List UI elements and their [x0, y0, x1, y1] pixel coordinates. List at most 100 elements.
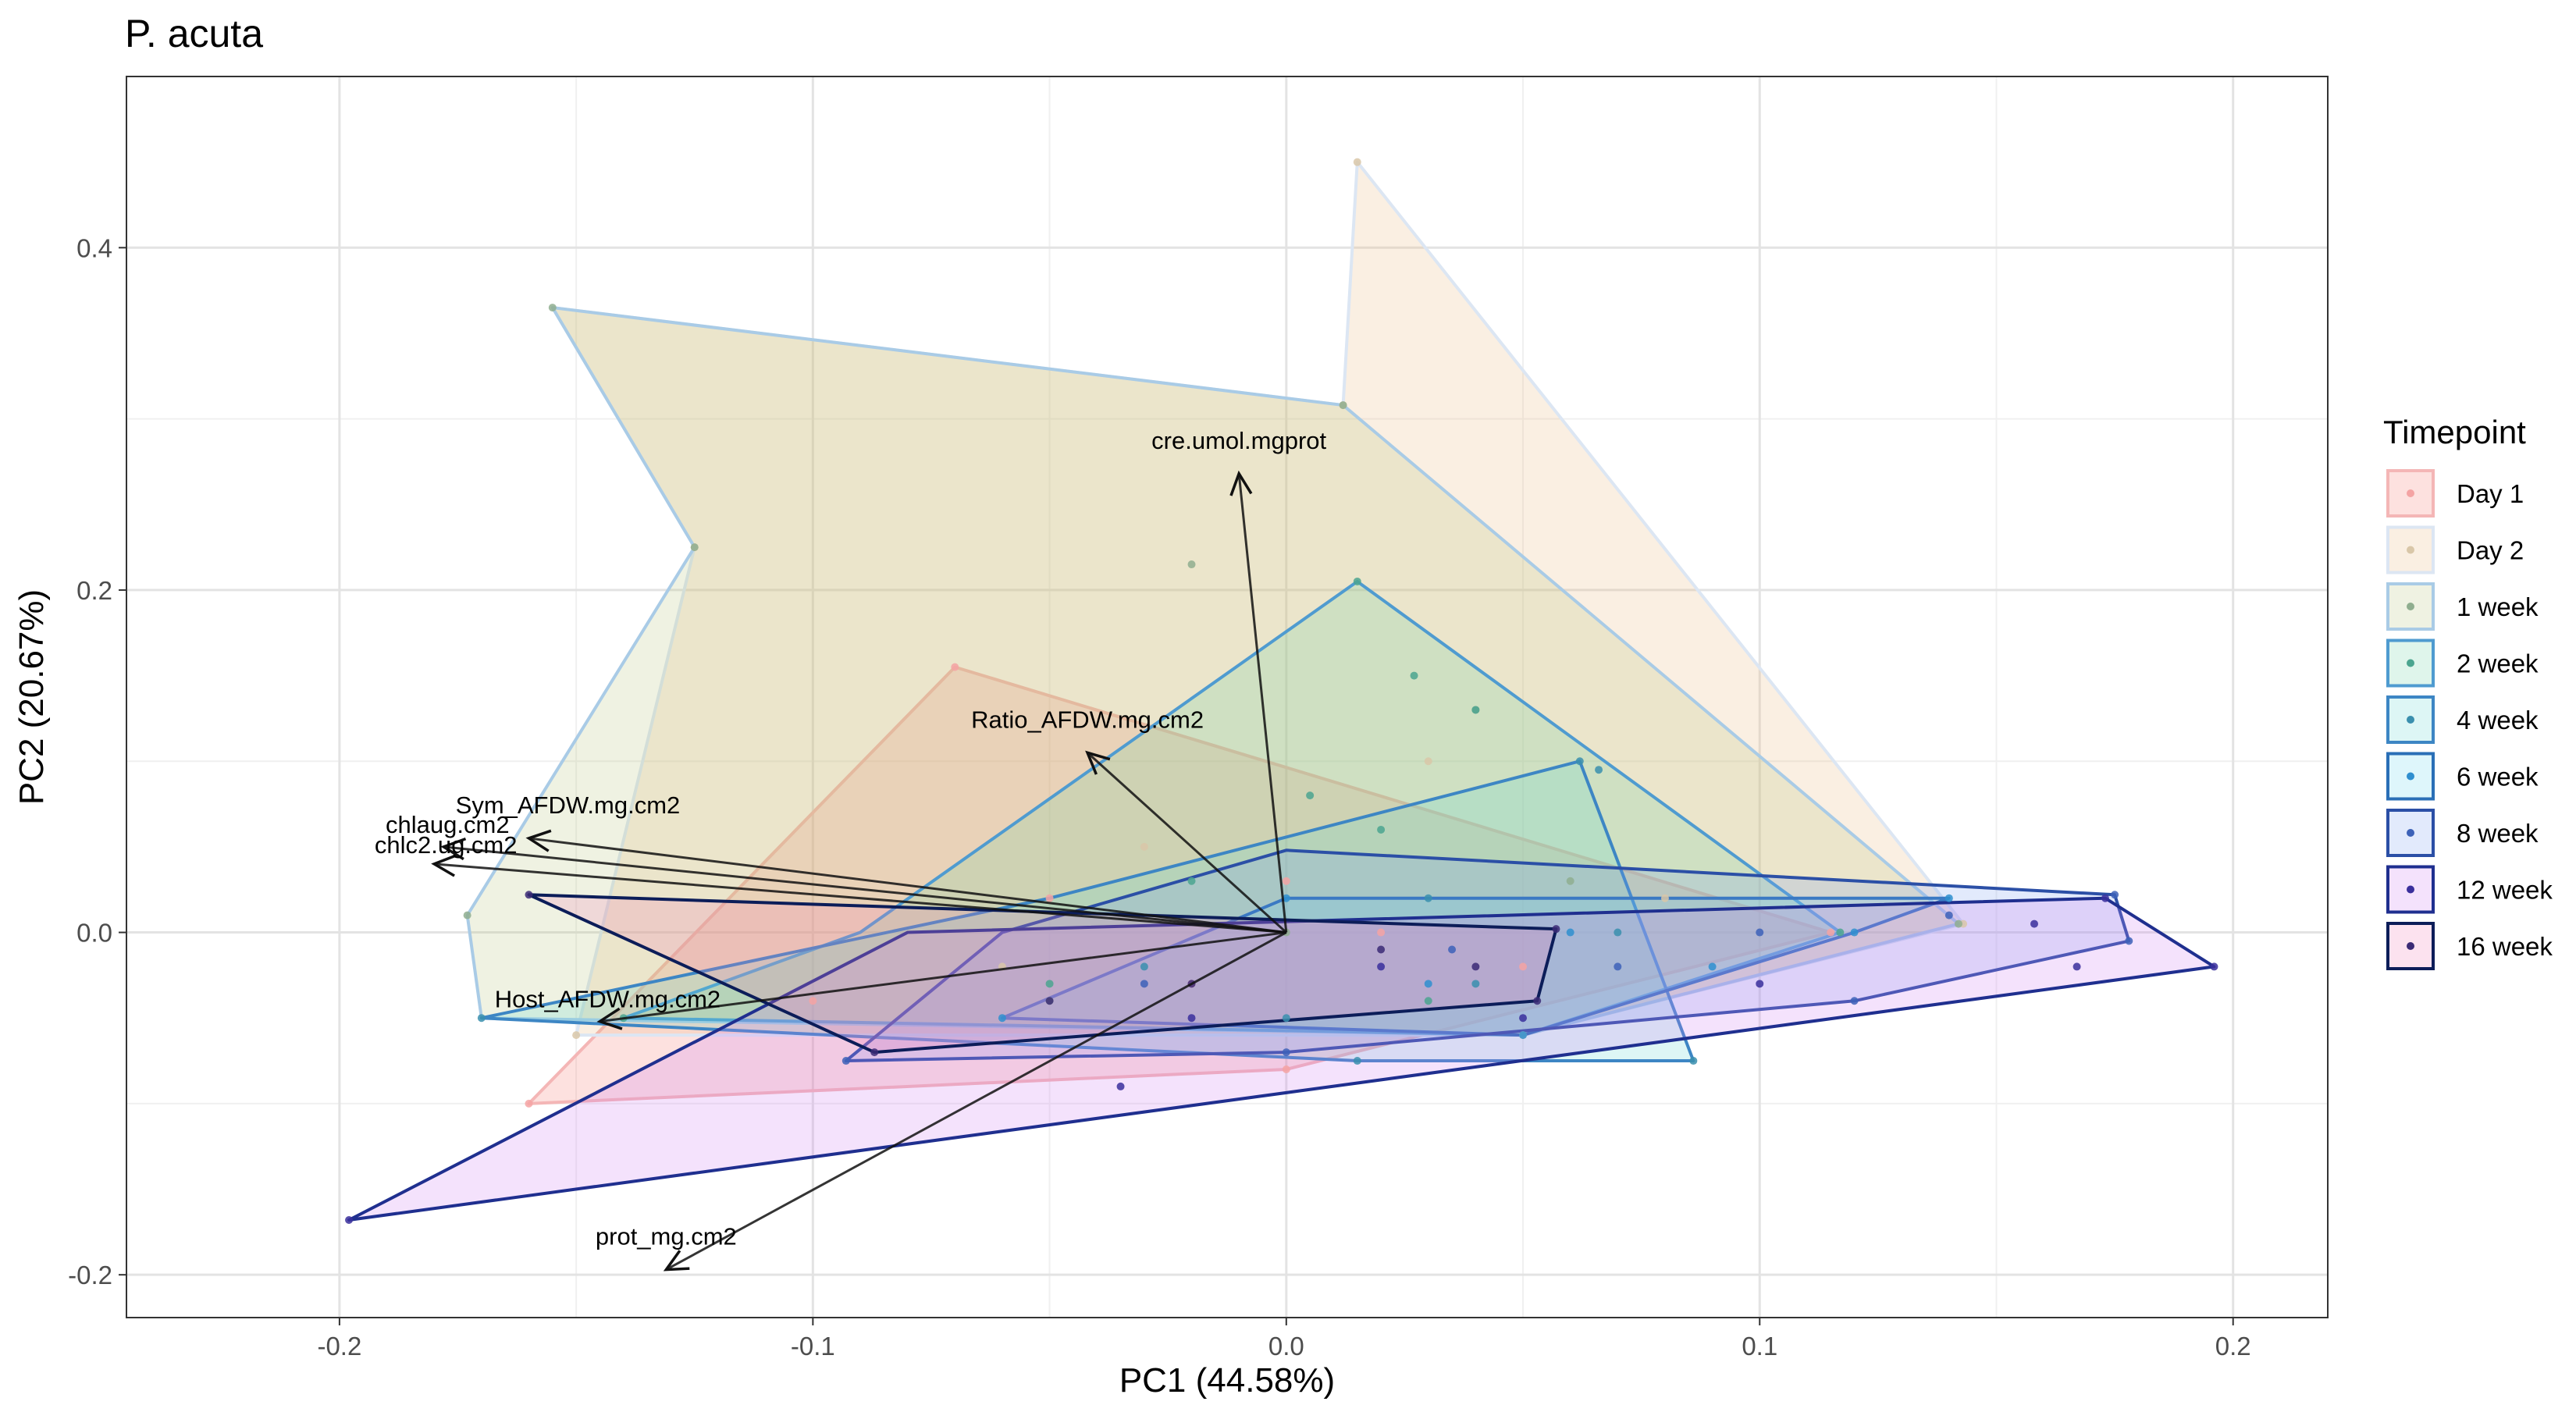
loading-cre-umol-mgprot: cre.umol.mgprot — [1151, 427, 1327, 933]
point-16-week — [1045, 997, 1054, 1005]
legend-item-8-week: 8 week — [2386, 809, 2539, 857]
point-16-week — [870, 1048, 879, 1057]
y-tick-label: 0.4 — [76, 233, 112, 262]
loading-arrow-head — [1229, 470, 1253, 496]
legend-label: 2 week — [2457, 649, 2539, 678]
legend-label: Day 1 — [2457, 479, 2524, 508]
grid — [126, 76, 2328, 1318]
point-8-week — [1944, 911, 1953, 919]
legend-label: 8 week — [2457, 819, 2539, 848]
loading-ratio-afdw-mg-cm2: Ratio_AFDW.mg.cm2 — [971, 706, 1287, 934]
legend-label: 1 week — [2457, 592, 2539, 621]
point-8-week — [2125, 937, 2133, 945]
loading-label: cre.umol.mgprot — [1151, 427, 1326, 454]
point-12-week — [1377, 962, 1386, 971]
point-4-week — [1575, 757, 1584, 766]
point-day-1 — [525, 1099, 533, 1108]
hull-12-week — [347, 896, 2216, 1222]
point-4-week — [1614, 928, 1622, 937]
hull-8-week — [844, 848, 2131, 1063]
point-1-week — [1566, 877, 1574, 885]
point-2-week — [1424, 997, 1432, 1005]
loading-arrow-shaft — [1237, 473, 1288, 933]
point-4-week — [477, 1014, 486, 1023]
loading-label: Host_AFDW.mg.cm2 — [495, 986, 720, 1013]
loading-label: Ratio_AFDW.mg.cm2 — [971, 706, 1204, 733]
legend-key-point — [2407, 942, 2414, 950]
point-4-week — [1595, 766, 1603, 774]
legend-label: 6 week — [2457, 763, 2539, 791]
point-day-2 — [572, 1031, 581, 1040]
point-8-week — [1140, 980, 1148, 988]
loading-arrow-head — [663, 1250, 690, 1272]
loading-arrows: cre.umol.mgprot Ratio_AFDW.mg.cm2 Sym_AFDW… — [375, 427, 1327, 1272]
y-tick-label: -0.2 — [68, 1261, 112, 1289]
loading-chlc2-ug-cm2: chlc2.ug.cm2 — [375, 831, 1286, 934]
loading-arrow-head — [596, 1007, 623, 1030]
x-axis-title: PC1 (44.58%) — [1119, 1361, 1335, 1400]
legend-key-point — [2407, 489, 2414, 497]
loading-label: Sym_AFDW.mg.cm2 — [456, 791, 681, 819]
point-6-week — [1424, 980, 1432, 988]
point-6-week — [1850, 928, 1859, 937]
point-1-week — [1339, 401, 1347, 410]
point-day-2 — [1424, 757, 1432, 766]
chart-title: P. acuta — [125, 12, 263, 55]
point-4-week — [1140, 962, 1148, 971]
y-axis-title: PC2 (20.67%) — [12, 589, 51, 805]
legend-key-point — [2407, 603, 2414, 610]
hull-4-week — [479, 759, 1695, 1063]
loading-sym-afdw-mg-cm2: Sym_AFDW.mg.cm2 — [456, 791, 1286, 934]
loading-arrow-shaft — [443, 845, 1286, 934]
point-12-week — [1756, 980, 1764, 988]
legend-item-day-1: Day 1 — [2386, 469, 2524, 518]
legend-label: 4 week — [2457, 706, 2539, 735]
point-1-week — [1954, 919, 1962, 928]
axis-ticks: -0.2 -0.1 0.0 0.1 0.2 -0.2 0.0 0.2 0.4 — [68, 233, 2251, 1361]
point-day-1 — [1282, 1065, 1290, 1073]
loading-arrow-shaft — [665, 931, 1287, 1271]
point-12-week — [2073, 962, 2081, 971]
point-day-2 — [1140, 842, 1148, 851]
point-4-week — [1471, 980, 1480, 988]
point-12-week — [2101, 894, 2109, 902]
legend-key-point — [2407, 829, 2414, 837]
point-4-week — [1689, 1057, 1698, 1065]
point-8-week — [1282, 1048, 1290, 1057]
loading-label: prot_mg.cm2 — [596, 1223, 737, 1250]
point-2-week — [1306, 791, 1315, 800]
point-6-week — [1282, 894, 1290, 902]
legend-label: Day 2 — [2457, 536, 2524, 565]
point-6-week — [1944, 894, 1953, 902]
legend-title: Timepoint — [2383, 414, 2526, 450]
point-16-week — [525, 891, 533, 899]
plot-panel — [126, 76, 2328, 1318]
loading-host-afdw-mg-cm2: Host_AFDW.mg.cm2 — [495, 931, 1286, 1030]
hull-2-week — [621, 579, 1842, 1037]
point-8-week — [841, 1057, 850, 1065]
point-2-week — [1045, 980, 1054, 988]
point-day-1 — [1377, 928, 1386, 937]
legend-key-point — [2407, 659, 2414, 667]
point-1-week — [463, 911, 471, 919]
loading-label: chlaug.cm2 — [386, 811, 510, 838]
point-12-week — [1116, 1082, 1125, 1090]
point-4-week — [1424, 894, 1432, 902]
point-2-week — [1353, 577, 1361, 585]
point-day-1 — [809, 997, 817, 1005]
x-tick-label: -0.1 — [791, 1332, 835, 1361]
legend-item-16-week: 16 week — [2386, 922, 2553, 970]
loading-arrow-shaft — [1087, 752, 1287, 934]
point-2-week — [1471, 706, 1480, 714]
loading-arrow-head — [525, 829, 552, 852]
point-16-week — [1471, 962, 1480, 971]
point-day-1 — [1282, 877, 1290, 885]
point-4-week — [1282, 1014, 1290, 1023]
legend-key-point — [2407, 885, 2414, 894]
point-1-week — [548, 304, 557, 312]
point-6-week — [1566, 928, 1574, 937]
plot-panel-border — [126, 76, 2329, 1318]
x-tick-label: -0.2 — [317, 1332, 361, 1361]
legend-key-point — [2407, 716, 2414, 724]
